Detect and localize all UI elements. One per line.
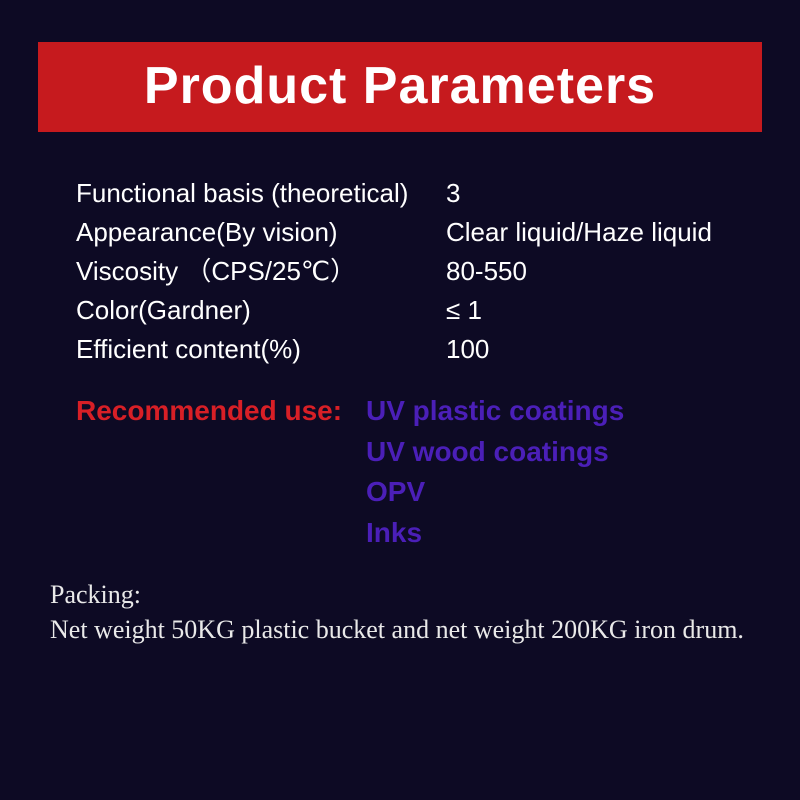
param-label: Functional basis (theoretical) [76,174,446,213]
recommended-use-block: Recommended use: UV plastic coatings UV … [76,391,800,553]
param-label: Efficient content(%) [76,330,446,369]
recommended-use-item: UV plastic coatings [366,391,624,432]
recommended-label-spacer [76,472,366,513]
table-row: Color(Gardner) ≤ 1 [76,291,800,330]
param-value: ≤ 1 [446,291,800,330]
table-row: Recommended use: UV plastic coatings [76,391,800,432]
recommended-label-spacer [76,513,366,554]
recommended-use-item: OPV [366,472,425,513]
table-row: Viscosity （CPS/25℃） 80-550 [76,252,800,291]
recommended-label-spacer [76,432,366,473]
param-value: 80-550 [446,252,800,291]
param-label: Color(Gardner) [76,291,446,330]
table-row: Inks [76,513,800,554]
table-row: OPV [76,472,800,513]
recommended-use-item: UV wood coatings [366,432,609,473]
param-value: Clear liquid/Haze liquid [446,213,800,252]
recommended-use-item: Inks [366,513,422,554]
table-row: Functional basis (theoretical) 3 [76,174,800,213]
packing-block: Packing: Net weight 50KG plastic bucket … [50,577,800,647]
param-value: 100 [446,330,800,369]
param-value: 3 [446,174,800,213]
param-label: Viscosity （CPS/25℃） [76,252,446,291]
page-title: Product Parameters [38,56,762,116]
param-label: Appearance(By vision) [76,213,446,252]
title-banner: Product Parameters [38,42,762,132]
table-row: Appearance(By vision) Clear liquid/Haze … [76,213,800,252]
table-row: Efficient content(%) 100 [76,330,800,369]
table-row: UV wood coatings [76,432,800,473]
recommended-label: Recommended use: [76,391,366,432]
parameters-table: Functional basis (theoretical) 3 Appeara… [76,174,800,369]
packing-body: Net weight 50KG plastic bucket and net w… [50,612,800,647]
packing-label: Packing: [50,577,800,612]
